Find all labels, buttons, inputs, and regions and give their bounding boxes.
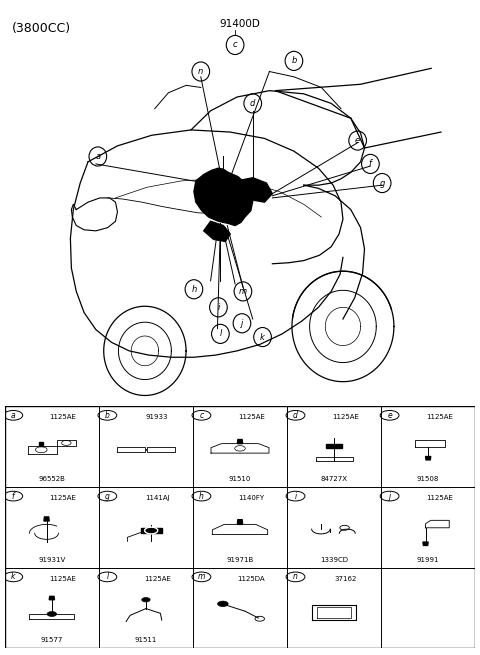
Text: 37162: 37162 [334,576,357,582]
Text: l: l [106,572,108,582]
Text: (3800CC): (3800CC) [12,22,71,35]
Circle shape [217,601,228,607]
Text: 96552B: 96552B [38,476,65,482]
Polygon shape [229,178,272,202]
Text: 1339CD: 1339CD [320,557,348,563]
Polygon shape [426,457,431,460]
Text: n: n [293,572,298,582]
Polygon shape [44,517,49,521]
Text: 1125AE: 1125AE [50,576,77,582]
Polygon shape [204,221,230,242]
Text: h: h [199,492,204,500]
Text: n: n [198,67,204,76]
Text: 91971B: 91971B [227,557,253,563]
Text: f: f [12,492,14,500]
Text: 91400D: 91400D [219,19,261,29]
Polygon shape [238,440,242,443]
Text: 1140FY: 1140FY [238,495,264,501]
Polygon shape [423,542,428,546]
Text: 1125AE: 1125AE [426,495,453,501]
Polygon shape [238,519,242,525]
Polygon shape [49,596,54,600]
Text: c: c [199,411,204,420]
Text: 91577: 91577 [41,637,63,643]
Text: a: a [11,411,15,420]
Text: 91933: 91933 [146,415,168,421]
Text: b: b [291,56,297,66]
Text: 1125AE: 1125AE [238,415,265,421]
Text: k: k [260,333,265,341]
Text: e: e [387,411,392,420]
Text: j: j [388,492,391,500]
Text: e: e [355,136,360,145]
Text: c: c [233,41,238,50]
Text: 1125AE: 1125AE [50,495,77,501]
Text: 91511: 91511 [135,637,157,643]
Text: 91931V: 91931V [38,557,65,563]
Text: 84727X: 84727X [321,476,348,482]
Text: b: b [105,411,110,420]
Text: i: i [217,303,220,312]
Polygon shape [326,444,342,449]
Text: 1125AE: 1125AE [332,415,359,421]
Text: m: m [239,287,247,296]
Polygon shape [39,442,43,445]
Circle shape [142,597,150,602]
Text: 1125AE: 1125AE [144,576,171,582]
Text: h: h [192,285,196,293]
Text: 1125AE: 1125AE [50,415,77,421]
Circle shape [47,612,57,616]
Polygon shape [141,529,162,533]
Polygon shape [194,168,253,225]
Text: g: g [105,492,110,500]
Text: f: f [369,159,372,168]
Text: 1141AJ: 1141AJ [145,495,169,501]
Text: i: i [294,492,297,500]
Text: m: m [198,572,205,582]
Text: a: a [95,152,100,161]
Text: 1125DA: 1125DA [238,576,265,582]
Text: d: d [293,411,298,420]
Text: g: g [380,179,385,187]
Text: 91508: 91508 [417,476,439,482]
Text: l: l [219,329,222,339]
Text: 91991: 91991 [417,557,439,563]
Text: k: k [11,572,15,582]
Text: d: d [250,99,255,108]
Text: j: j [241,319,243,328]
Text: 91510: 91510 [229,476,251,482]
Text: 1125AE: 1125AE [426,415,453,421]
